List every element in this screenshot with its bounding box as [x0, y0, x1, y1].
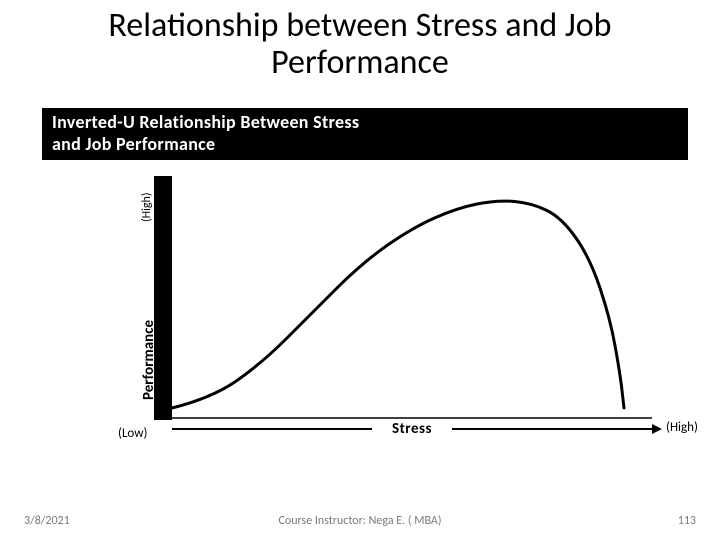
curve-plot [42, 108, 678, 468]
footer-page-number: 113 [678, 514, 696, 528]
figure-container: Inverted-U Relationship Between Stress a… [42, 108, 678, 468]
footer-instructor: Course Instructor: Nega E. ( MBA) [0, 514, 720, 528]
slide-title: Relationship between Stress and Job Perf… [0, 8, 720, 81]
